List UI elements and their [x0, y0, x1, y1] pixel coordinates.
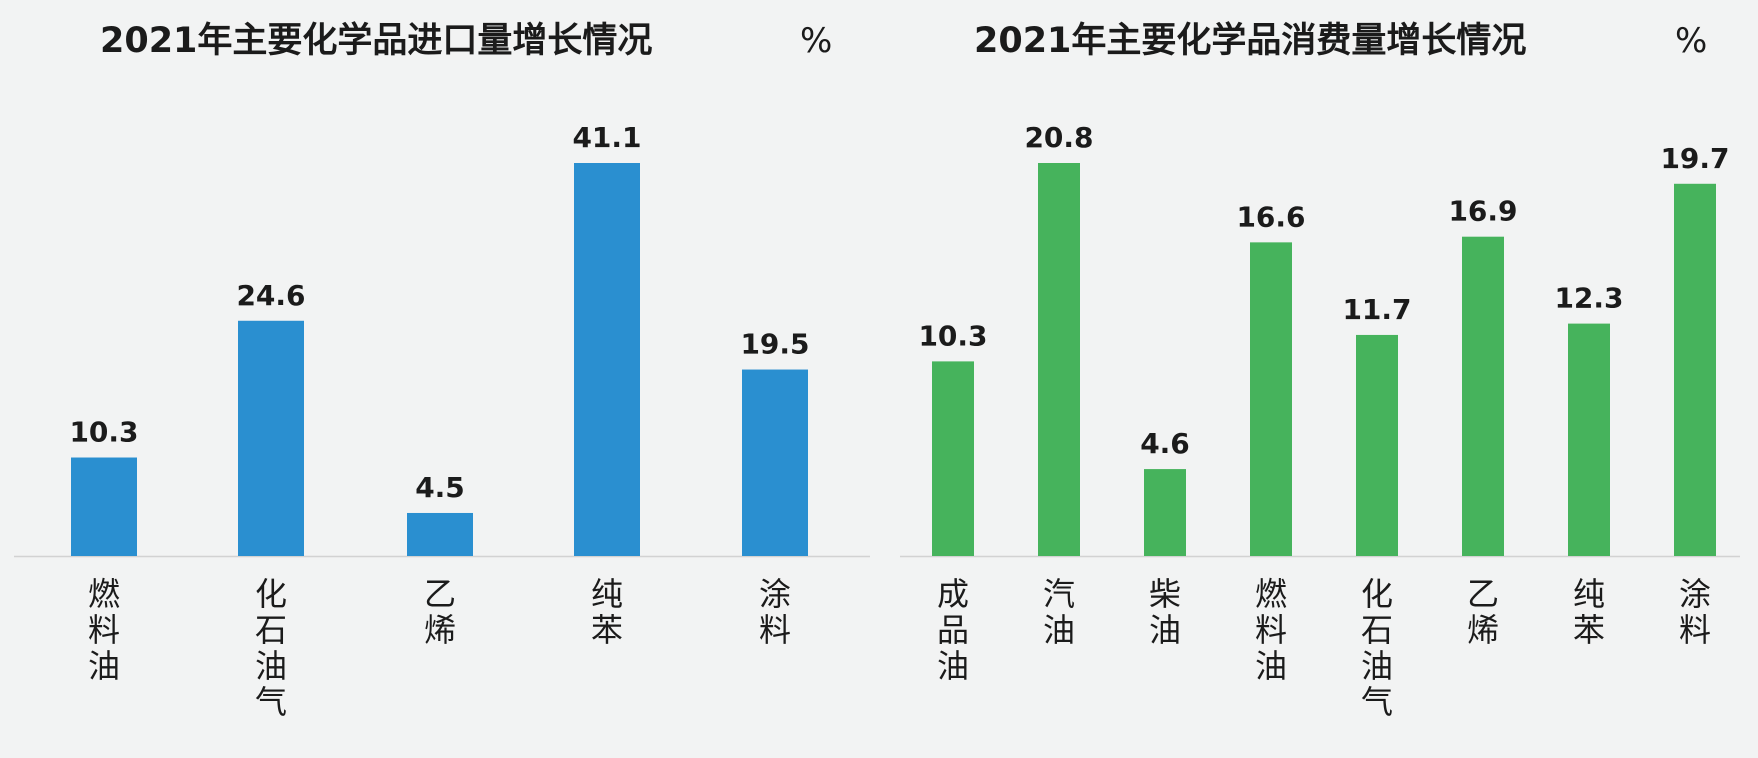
data-label-4: 41.1 — [572, 121, 641, 154]
chart-title: 2021年主要化学品消费量增长情况 — [974, 20, 1526, 61]
unit-label: % — [800, 21, 832, 61]
data-label-1: 10.3 — [69, 416, 138, 449]
bar-3 — [407, 512, 473, 556]
bar-7 — [1568, 323, 1610, 556]
bar-1 — [71, 457, 137, 556]
bar-8 — [1674, 183, 1716, 556]
bar-1 — [932, 361, 974, 556]
category-label-2: 化石油气 — [255, 575, 287, 721]
data-label-3: 4.5 — [415, 471, 465, 504]
bar-4 — [574, 163, 640, 556]
data-label-3: 4.6 — [1140, 427, 1190, 460]
data-label-8: 19.7 — [1660, 142, 1729, 175]
category-label-6: 乙烯 — [1467, 575, 1499, 649]
bar-3 — [1144, 469, 1186, 556]
bar-2 — [238, 320, 304, 556]
bar-5 — [1356, 334, 1398, 556]
bar-5 — [742, 369, 808, 556]
category-label-4: 燃料油 — [1255, 575, 1287, 685]
category-label-2: 汽油 — [1043, 575, 1075, 649]
category-label-3: 柴油 — [1149, 575, 1181, 649]
data-label-6: 16.9 — [1448, 195, 1517, 228]
bar-2 — [1038, 163, 1080, 556]
category-label-5: 化石油气 — [1361, 575, 1393, 721]
chart-panel-2: 2021年主要化学品消费量增长情况 % 10.3 成品油 20.8 汽油 4.6 柴油 16.6… — [900, 20, 1740, 721]
data-label-7: 12.3 — [1554, 282, 1623, 315]
chart-title: 2021年主要化学品进口量增长情况 — [100, 20, 652, 61]
data-label-5: 11.7 — [1342, 293, 1411, 326]
data-label-1: 10.3 — [918, 319, 987, 352]
data-label-2: 24.6 — [236, 279, 305, 312]
data-label-5: 19.5 — [740, 328, 809, 361]
category-label-1: 成品油 — [937, 575, 969, 685]
bar-6 — [1462, 236, 1504, 556]
category-label-7: 纯苯 — [1573, 575, 1605, 649]
category-label-4: 纯苯 — [591, 575, 623, 649]
bar-4 — [1250, 242, 1292, 556]
category-label-5: 涂料 — [759, 575, 791, 649]
category-label-1: 燃料油 — [88, 575, 120, 685]
data-label-4: 16.6 — [1236, 200, 1305, 233]
chart-panel-1: 2021年主要化学品进口量增长情况 % 10.3 燃料油 24.6 化石油气 4.5 乙烯 41… — [14, 20, 870, 721]
unit-label: % — [1675, 21, 1707, 61]
category-label-3: 乙烯 — [424, 575, 456, 649]
category-label-8: 涂料 — [1679, 575, 1711, 649]
data-label-2: 20.8 — [1024, 121, 1093, 154]
